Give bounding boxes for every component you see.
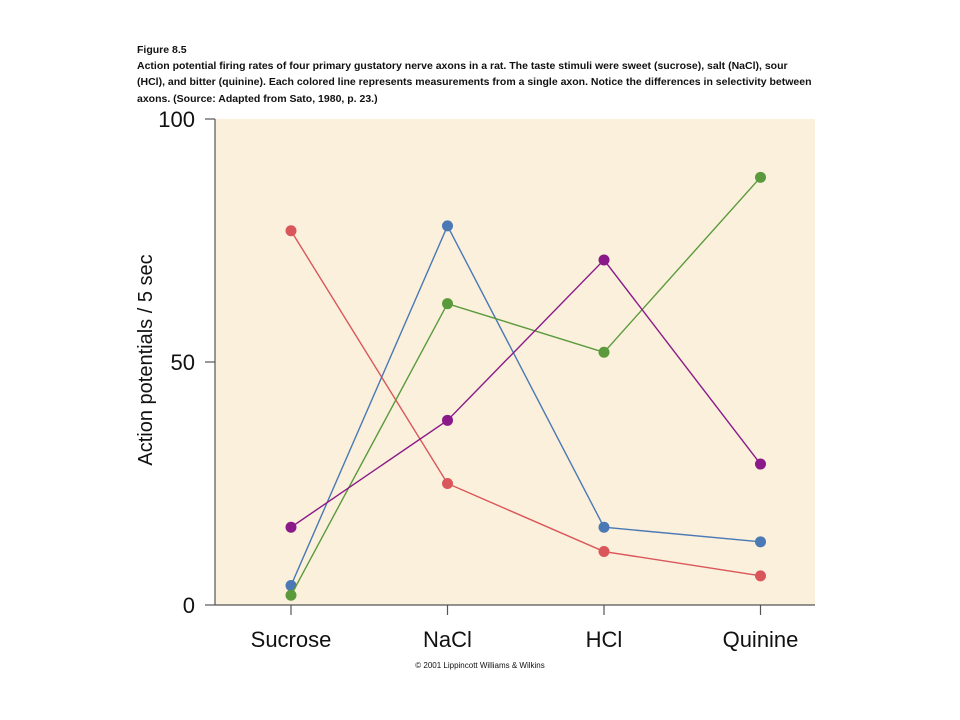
figure-label: Figure 8.5	[137, 44, 187, 56]
data-point	[285, 589, 297, 601]
series-red	[285, 225, 766, 582]
series-line	[290, 230, 761, 577]
series-line	[290, 176, 762, 596]
series-green	[285, 171, 766, 601]
series-purple	[285, 254, 766, 533]
data-point	[442, 220, 453, 232]
data-point	[755, 458, 766, 470]
data-point	[598, 346, 610, 358]
series-line	[290, 258, 762, 528]
plot-area	[215, 119, 815, 605]
data-point	[755, 570, 766, 582]
data-point	[598, 521, 610, 533]
y-axis-label: Action potentials / 5 sec	[135, 254, 157, 465]
series-layer	[285, 171, 766, 601]
data-point	[598, 546, 610, 558]
data-point	[442, 414, 453, 426]
data-point	[755, 171, 766, 183]
figure-caption: Figure 8.5 Action potential firing rates…	[137, 42, 817, 107]
data-point	[442, 478, 453, 489]
x-tick-label: Sucrose	[251, 627, 332, 652]
y-tick-label: 100	[158, 107, 195, 132]
data-point	[285, 580, 297, 592]
x-tick-label: NaCl	[423, 627, 472, 652]
y-tick-label: 50	[171, 350, 195, 375]
data-point	[285, 225, 297, 237]
y-tick-label: 0	[183, 593, 195, 618]
data-point	[285, 521, 297, 533]
x-tick-label: Quinine	[723, 627, 799, 652]
caption-text: Action potential firing rates of four pr…	[137, 60, 812, 105]
data-point	[442, 298, 453, 310]
data-point	[755, 536, 766, 548]
series-line	[290, 224, 761, 586]
series-blue	[285, 220, 766, 592]
data-point	[598, 254, 610, 266]
x-tick-label: HCl	[586, 627, 623, 652]
x-ticks: Sucrose NaCl HCl Quinine	[251, 605, 799, 652]
copyright-notice: © 2001 Lippincott Williams & Wilkins	[415, 661, 545, 670]
y-ticks: 0 50 100	[158, 107, 215, 618]
